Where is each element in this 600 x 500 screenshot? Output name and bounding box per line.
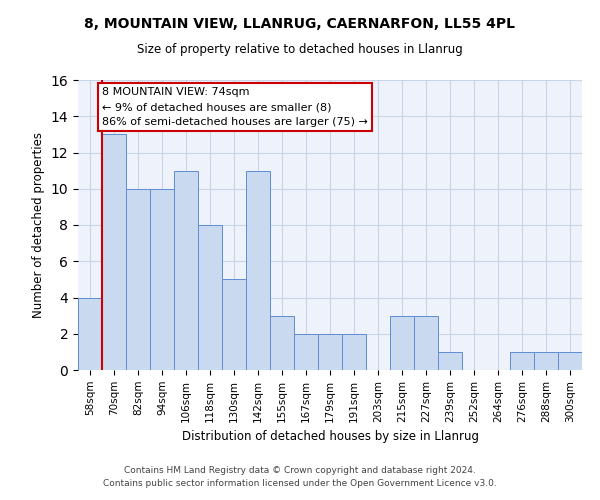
Bar — [246, 170, 270, 370]
Bar — [342, 334, 366, 370]
Bar — [294, 334, 318, 370]
Bar — [222, 280, 246, 370]
X-axis label: Distribution of detached houses by size in Llanrug: Distribution of detached houses by size … — [182, 430, 479, 443]
Bar — [126, 188, 150, 370]
Bar — [534, 352, 558, 370]
Text: Size of property relative to detached houses in Llanrug: Size of property relative to detached ho… — [137, 42, 463, 56]
Bar — [198, 225, 222, 370]
Bar — [174, 170, 198, 370]
Bar — [414, 316, 438, 370]
Bar — [558, 352, 582, 370]
Bar — [438, 352, 462, 370]
Bar — [78, 298, 102, 370]
Bar — [150, 188, 174, 370]
Bar — [510, 352, 534, 370]
Bar — [318, 334, 342, 370]
Bar — [270, 316, 294, 370]
Text: Contains HM Land Registry data © Crown copyright and database right 2024.
Contai: Contains HM Land Registry data © Crown c… — [103, 466, 497, 487]
Text: 8, MOUNTAIN VIEW, LLANRUG, CAERNARFON, LL55 4PL: 8, MOUNTAIN VIEW, LLANRUG, CAERNARFON, L… — [85, 18, 515, 32]
Bar — [390, 316, 414, 370]
Text: 8 MOUNTAIN VIEW: 74sqm
← 9% of detached houses are smaller (8)
86% of semi-detac: 8 MOUNTAIN VIEW: 74sqm ← 9% of detached … — [102, 87, 368, 127]
Y-axis label: Number of detached properties: Number of detached properties — [32, 132, 45, 318]
Bar — [102, 134, 126, 370]
